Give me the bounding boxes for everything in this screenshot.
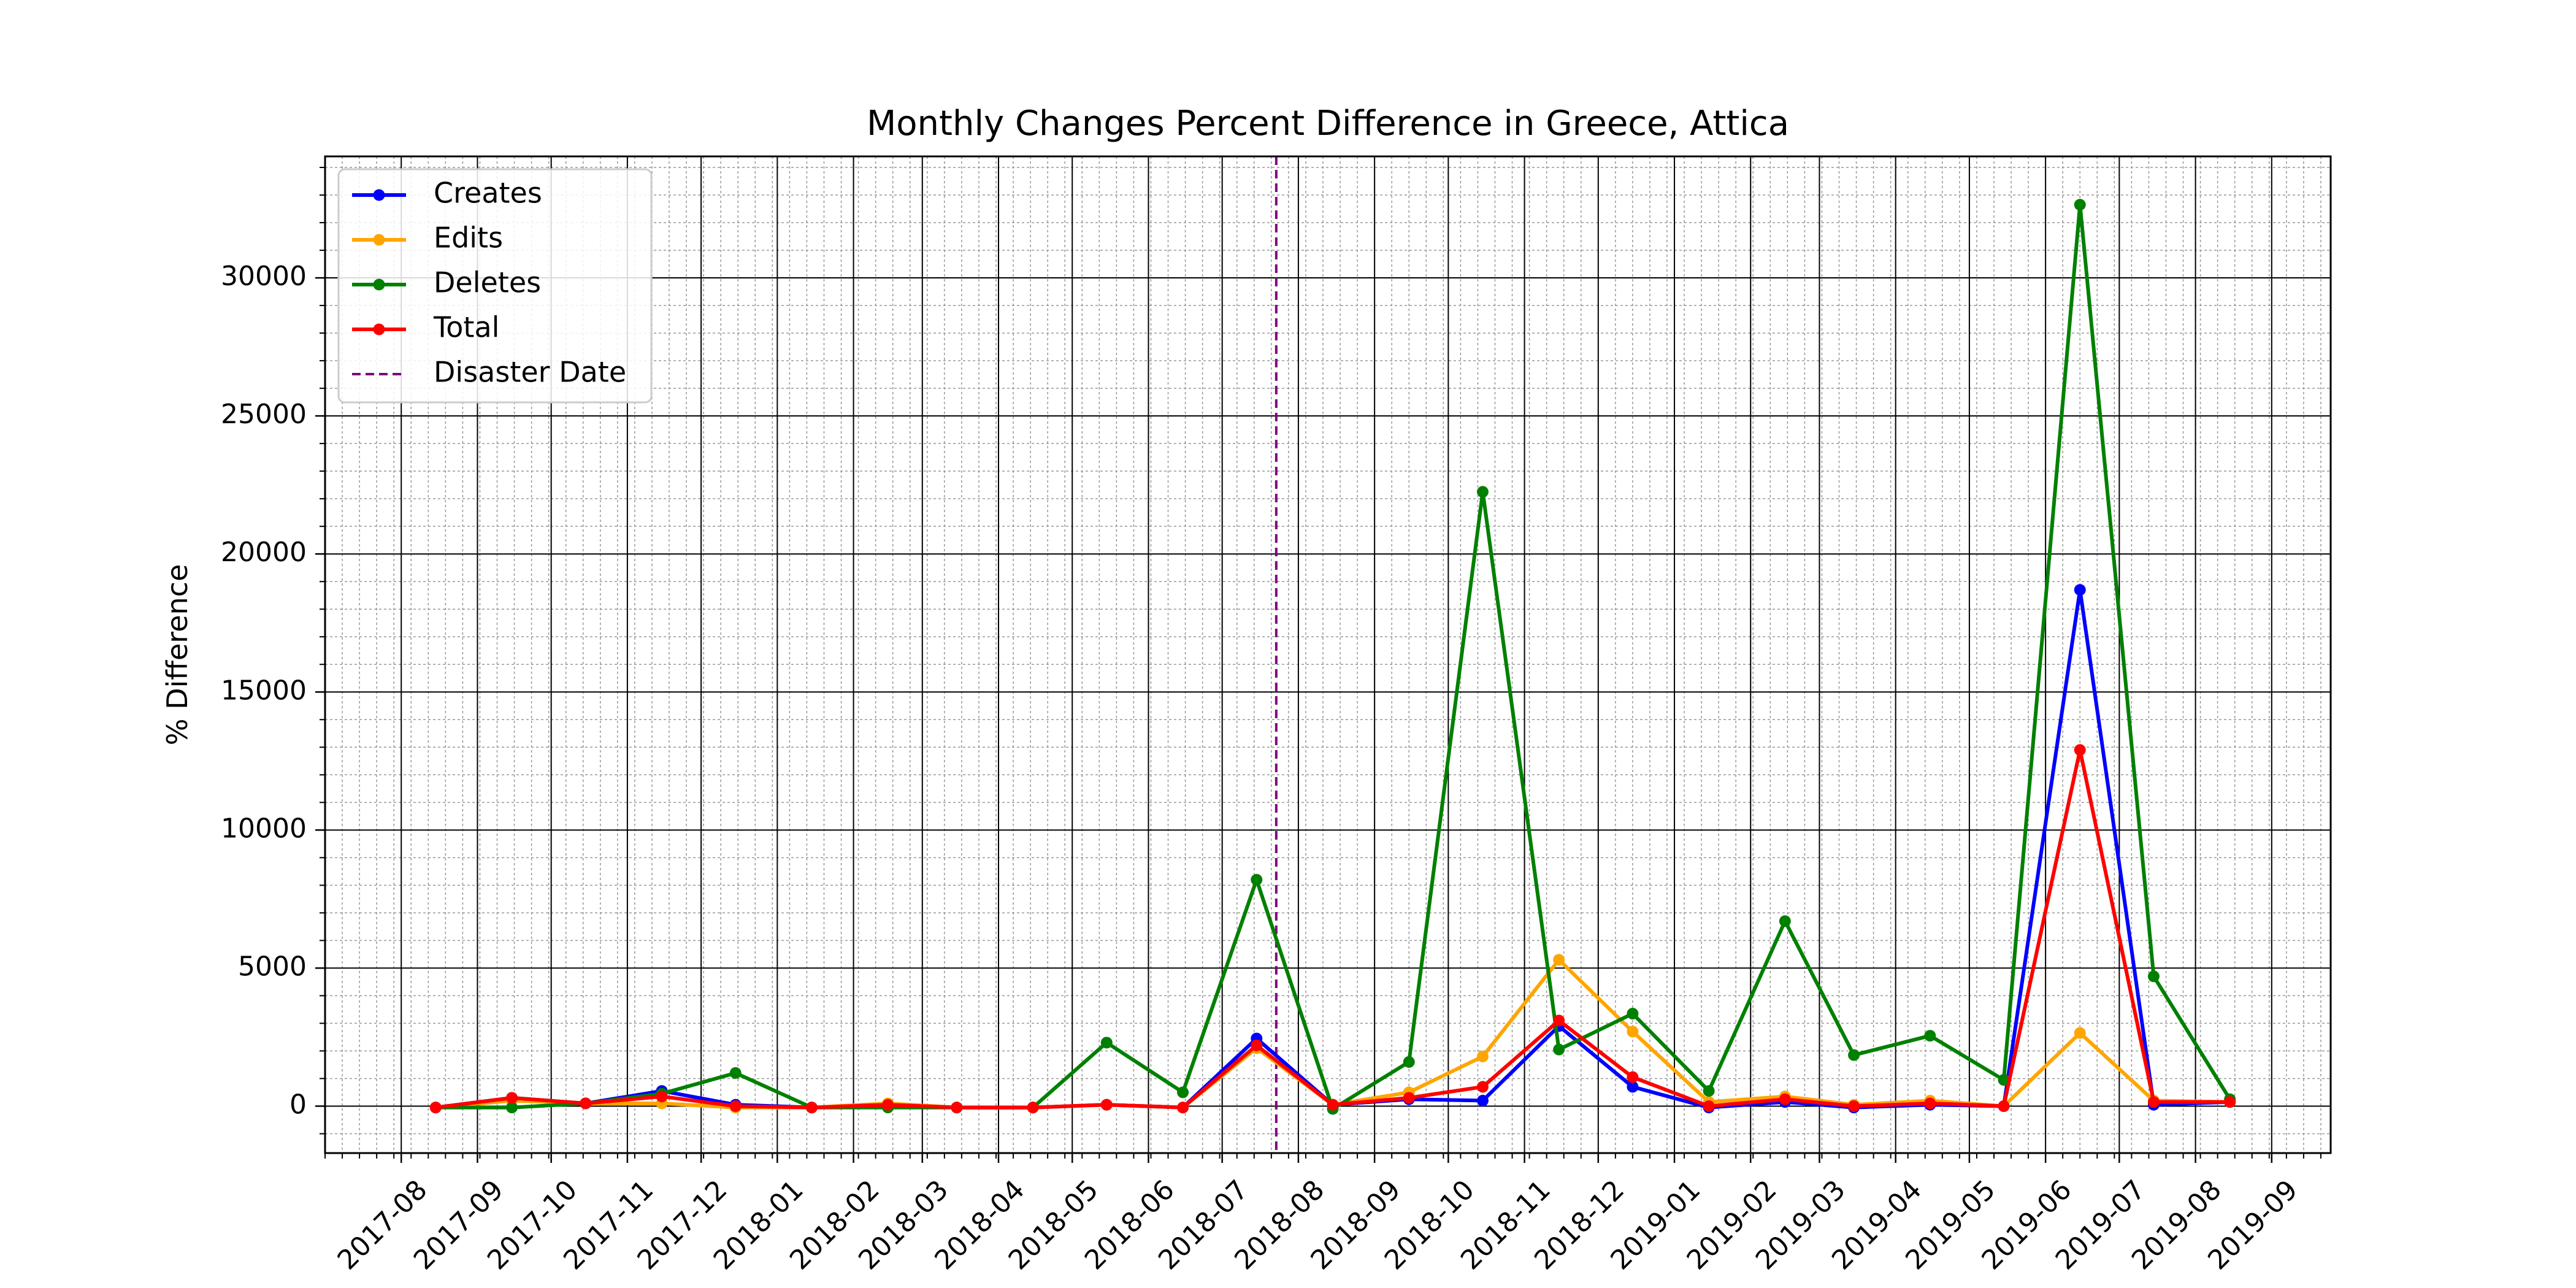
- data-point-deletes: [1177, 1086, 1189, 1098]
- y-tick-label: 15000: [221, 675, 307, 706]
- data-point-total: [506, 1092, 518, 1104]
- y-tick-label: 5000: [238, 951, 307, 982]
- data-point-total: [1100, 1098, 1113, 1111]
- y-tick-label: 30000: [221, 261, 307, 292]
- chart-title: Monthly Changes Percent Difference in Gr…: [867, 104, 1789, 144]
- data-point-total: [1924, 1097, 1936, 1110]
- data-point-deletes: [1100, 1037, 1113, 1049]
- legend-label-deletes: Deletes: [434, 266, 541, 299]
- data-point-deletes: [1476, 486, 1489, 498]
- data-point-total: [729, 1100, 742, 1112]
- legend-label-edits: Edits: [434, 221, 503, 255]
- data-point-deletes: [1998, 1074, 2010, 1086]
- data-point-total: [1779, 1093, 1791, 1105]
- data-point-total: [1627, 1071, 1639, 1083]
- data-point-creates: [1627, 1081, 1639, 1093]
- data-point-total: [1553, 1014, 1565, 1027]
- data-point-total: [1998, 1100, 2010, 1112]
- data-point-deletes: [1627, 1008, 1639, 1020]
- data-point-deletes: [506, 1102, 518, 1114]
- legend-label-creates: Creates: [434, 177, 542, 210]
- data-point-total: [1403, 1092, 1415, 1104]
- data-point-deletes: [1779, 915, 1791, 927]
- y-tick-label: 0: [289, 1089, 307, 1120]
- data-point-deletes: [1553, 1043, 1565, 1056]
- legend-marker-total: [373, 323, 385, 335]
- data-point-deletes: [2074, 199, 2086, 211]
- y-tick-label: 10000: [221, 813, 307, 844]
- y-tick-label: 20000: [221, 537, 307, 568]
- plot-frame: [324, 155, 2332, 1154]
- data-point-edits: [2074, 1027, 2086, 1039]
- data-point-deletes: [1703, 1085, 1715, 1097]
- data-point-deletes: [729, 1067, 742, 1079]
- data-point-total: [1848, 1100, 1860, 1112]
- data-point-deletes: [2147, 970, 2160, 983]
- data-point-total: [1177, 1102, 1189, 1114]
- legend-marker-edits: [373, 234, 385, 246]
- data-point-total: [882, 1098, 894, 1111]
- y-tick-label: 25000: [221, 399, 307, 430]
- axis-ticks: [315, 167, 2321, 1163]
- legend: Creates Edits Deletes Total Disaster Date: [337, 168, 653, 404]
- data-point-total: [805, 1102, 818, 1114]
- legend-marker-creates: [373, 189, 385, 201]
- data-point-total: [2074, 744, 2086, 756]
- data-point-creates: [2074, 584, 2086, 596]
- legend-label-disaster-date: Disaster Date: [434, 356, 626, 389]
- data-point-edits: [1627, 1025, 1639, 1038]
- data-point-deletes: [1251, 873, 1263, 886]
- data-point-total: [1703, 1100, 1715, 1112]
- data-point-total: [2147, 1096, 2160, 1108]
- y-tick-labels: 0 5000 10000 15000 20000 25000 30000: [221, 261, 307, 1120]
- data-point-total: [580, 1097, 592, 1110]
- data-point-deletes: [1924, 1030, 1936, 1042]
- y-axis-label: % Difference: [161, 564, 194, 745]
- legend-box: [337, 168, 653, 404]
- data-point-total: [1251, 1039, 1263, 1051]
- data-point-total: [656, 1091, 668, 1103]
- data-point-deletes: [1848, 1049, 1860, 1061]
- data-point-edits: [1553, 954, 1565, 966]
- data-point-total: [429, 1102, 442, 1114]
- data-point-total: [1327, 1098, 1339, 1111]
- data-point-total: [2224, 1096, 2236, 1108]
- data-point-edits: [1476, 1050, 1489, 1062]
- legend-marker-deletes: [373, 278, 385, 291]
- data-point-total: [1027, 1102, 1039, 1114]
- data-point-creates: [1476, 1094, 1489, 1106]
- data-point-total: [1476, 1081, 1489, 1093]
- minor-grid: [324, 156, 2331, 1153]
- legend-label-total: Total: [433, 311, 499, 344]
- data-point-deletes: [1403, 1056, 1415, 1068]
- series-group: [429, 199, 2236, 1115]
- data-point-total: [951, 1102, 963, 1114]
